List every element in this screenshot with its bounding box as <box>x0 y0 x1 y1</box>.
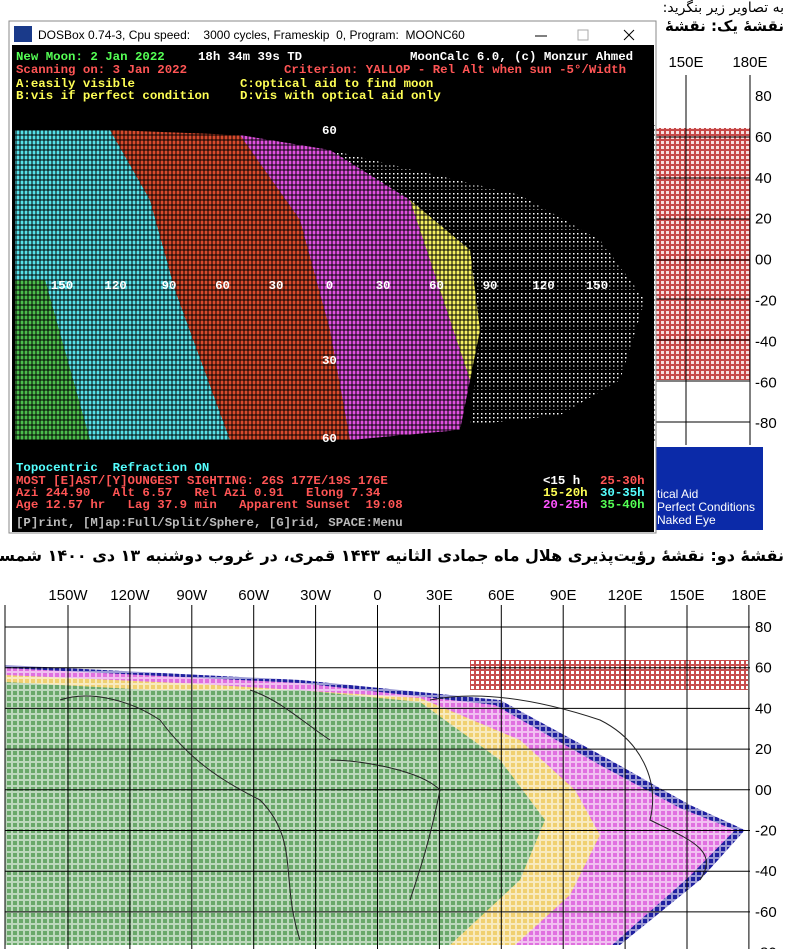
dos-lon-label: 150 <box>586 279 608 293</box>
lon-label: 150E <box>668 54 703 71</box>
legend-item: Naked Eye <box>657 513 716 527</box>
age-legend-item: 30-35h <box>600 486 645 500</box>
lat-label: -20 <box>755 293 777 310</box>
app-icon <box>14 26 32 42</box>
hatched-region <box>655 128 750 380</box>
lon-labels: 150W 120W 90W 60W 30W 0 30E 60E 90E 120E 150E 180E <box>48 587 766 604</box>
lat-label: 00 <box>755 782 772 799</box>
dos-text: A:easily visible <box>16 77 135 91</box>
dos-text: C:optical aid to find moon <box>240 77 433 91</box>
dos-lon-label: 30 <box>269 279 284 293</box>
map-two: 150W 120W 90W 60W 30W 0 30E 60E 90E 120E 150E 180E … <box>4 587 777 949</box>
dos-lat-label: 30 <box>322 354 337 368</box>
dos-text: Azi 244.90 Alt 6.57 Rel Azi 0.91 Elong 7… <box>16 486 381 500</box>
age-legend-item: 20-25h <box>543 498 588 512</box>
map-two-grid <box>4 605 750 949</box>
legend-item: Perfect Conditions <box>657 500 755 514</box>
dos-lon-label: 120 <box>104 279 126 293</box>
dos-text: Criterion: YALLOP - Rel Alt when sun -5°… <box>284 63 626 77</box>
intro-text: به تصاویر زیر بنگرید: <box>662 0 784 16</box>
close-button[interactable] <box>623 29 635 41</box>
legend-box <box>655 447 763 530</box>
dos-lon-label: 0 <box>326 279 333 293</box>
lat-label: -60 <box>755 374 777 391</box>
caption-one: نقشهٔ یک: نقشهٔ <box>664 17 784 35</box>
coastline <box>59 689 707 941</box>
dosbox-window: DOSBox 0.74-3, Cpu speed: 3000 cycles, F… <box>8 20 657 534</box>
dos-text: 18h 34m 39s TD <box>198 50 302 64</box>
dos-lon-label: 90 <box>162 279 177 293</box>
dos-text: New Moon: 2 Jan 2022 <box>16 50 165 64</box>
dos-map <box>15 125 655 443</box>
dos-text: MoonCalc 6.0, (c) Monzur Ahmed <box>410 50 633 64</box>
lon-label: 120W <box>110 587 150 604</box>
lat-label: -80 <box>755 415 777 432</box>
legend-item: tical Aid <box>657 487 698 501</box>
dos-text: B:vis if perfect condition <box>16 89 209 103</box>
lat-label: -80 <box>755 945 777 949</box>
lat-labels: 80 60 40 20 00 -20 -40 -60 -80 <box>755 619 777 949</box>
maximize-button[interactable] <box>577 29 589 41</box>
lat-labels: 80 60 40 20 00 -20 -40 -60 -80 <box>755 88 777 432</box>
dos-text: MOST [E]AST/[Y]OUNGEST SIGHTING: 26S 177… <box>16 474 388 488</box>
lon-label: 90W <box>176 587 208 604</box>
dos-lon-label: 90 <box>483 279 498 293</box>
lat-label: 40 <box>755 170 772 187</box>
dos-grid <box>15 125 655 443</box>
dos-lat-label: 60 <box>322 432 337 446</box>
dos-lat-label: 60 <box>322 124 337 138</box>
age-legend-item: 25-30h <box>600 474 645 488</box>
dos-text: Age 12.57 hr Lag 37.9 min Apparent Sunse… <box>16 498 403 512</box>
lon-label: 180E <box>732 54 767 71</box>
lat-label: -60 <box>755 904 777 921</box>
lon-label: 180E <box>731 587 766 604</box>
lat-label: 60 <box>755 129 772 146</box>
dos-lon-label: 60 <box>215 279 230 293</box>
caption-two: نقشهٔ دو: نقشهٔ رؤیت‌پذیری هلال ماه جماد… <box>0 546 784 565</box>
lat-label: 80 <box>755 88 772 105</box>
lon-label: 0 <box>373 587 381 604</box>
dos-lon-labels: 150 120 90 60 30 0 30 60 90 120 150 <box>51 279 608 293</box>
window-title: DOSBox 0.74-3, Cpu speed: 3000 cycles, F… <box>38 28 465 42</box>
lon-label: 150W <box>48 587 88 604</box>
dos-lon-label: 150 <box>51 279 73 293</box>
lon-label: 30E <box>426 587 453 604</box>
lat-label: 20 <box>755 211 772 228</box>
lon-label: 60W <box>238 587 270 604</box>
dos-text: D:vis with optical aid only <box>240 89 441 103</box>
age-legend-item: <15 h <box>543 474 580 488</box>
lat-label: 60 <box>755 660 772 677</box>
age-legend-item: 35-40h <box>600 498 645 512</box>
dos-text: Scanning on: 3 Jan 2022 <box>16 63 187 77</box>
lat-label: 20 <box>755 741 772 758</box>
lon-label: 90E <box>550 587 577 604</box>
lon-label: 30W <box>300 587 332 604</box>
dos-lon-label: 30 <box>376 279 391 293</box>
lon-label: 150E <box>669 587 704 604</box>
dos-text: Topocentric Refraction ON <box>16 461 209 475</box>
lat-label: 40 <box>755 700 772 717</box>
lon-labels: 150E 180E <box>668 54 767 71</box>
lon-label: 60E <box>488 587 515 604</box>
lat-label: -20 <box>755 823 777 840</box>
dos-lon-label: 60 <box>429 279 444 293</box>
age-legend: <15 h 25-30h 15-20h 30-35h 20-25h 35-40h <box>543 474 645 512</box>
dos-lon-label: 120 <box>532 279 554 293</box>
lat-label: 80 <box>755 619 772 636</box>
lat-label: 00 <box>755 252 772 269</box>
lon-label: 120E <box>608 587 643 604</box>
lat-label: -40 <box>755 863 777 880</box>
hatched-region <box>470 660 748 690</box>
dos-menu: [P]rint, [M]ap:Full/Split/Sphere, [G]rid… <box>16 516 403 530</box>
lat-label: -40 <box>755 333 777 350</box>
age-legend-item: 15-20h <box>543 486 588 500</box>
map-one-grid <box>655 75 751 445</box>
